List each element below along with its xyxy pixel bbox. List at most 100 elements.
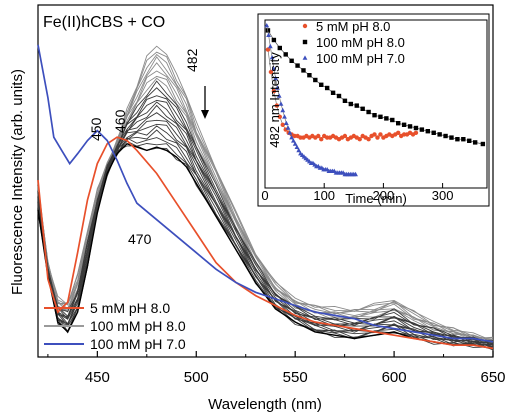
inset-point-5mm — [378, 132, 383, 137]
inset-point-5mm — [413, 130, 419, 135]
inset-point-100mm-ph8 — [407, 124, 413, 129]
series-100mm-ph8-trace — [37, 56, 494, 339]
main-x-tick-label: 450 — [85, 369, 110, 386]
inset-point-5mm — [375, 135, 380, 140]
inset-point-100mm-ph8 — [336, 93, 342, 99]
inset-point-100mm-ph8 — [449, 135, 454, 140]
series-100mm-ph8-trace — [37, 87, 494, 345]
inset-point-100mm-ph7 — [280, 107, 286, 113]
inset-point-100mm-ph7 — [289, 135, 295, 140]
inset-point-100mm-ph8 — [372, 113, 377, 118]
inset-legend-marker — [302, 55, 308, 60]
inset-panel — [257, 13, 490, 207]
inset-point-100mm-ph7 — [276, 93, 282, 98]
series-100mm-ph7-line — [37, 44, 494, 343]
legend-label-100mm-ph8: 100 mM pH 8.0 — [90, 318, 186, 334]
inset-point-100mm-ph8 — [307, 73, 312, 78]
isosbestic-label-470: 470 — [128, 231, 152, 247]
main-y-axis-label: Fluorescence Intensity (arb. units) — [9, 69, 26, 295]
inset-point-100mm-ph8 — [480, 141, 486, 147]
inset-point-100mm-ph7 — [264, 23, 270, 28]
inset-point-100mm-ph7 — [275, 85, 280, 90]
series-100mm-ph8-trace — [37, 104, 494, 345]
inset-x-tick-label: 300 — [432, 188, 454, 203]
inset-point-100mm-ph8 — [461, 137, 466, 142]
inset-point-100mm-ph8 — [443, 133, 448, 139]
inset-x-axis-label: Time (min) — [345, 191, 407, 206]
inset-point-100mm-ph7 — [266, 32, 271, 37]
inset-point-100mm-ph8 — [390, 117, 395, 123]
inset-point-100mm-ph7 — [294, 144, 300, 149]
inset-point-5mm — [372, 132, 377, 137]
inset-point-100mm-ph7 — [283, 120, 289, 125]
inset-point-5mm — [319, 137, 324, 142]
inset-point-100mm-ph7 — [292, 141, 298, 146]
inset-point-100mm-ph8 — [396, 121, 401, 126]
series-100mm-ph8-trace — [37, 80, 494, 342]
inset-point-5mm — [396, 130, 401, 135]
main-x-tick-label: 600 — [382, 369, 407, 386]
inset-x-tick-label: 200 — [373, 188, 395, 203]
peak-label-460: 460 — [112, 109, 128, 133]
main-x-tick-label: 650 — [480, 369, 505, 386]
inset-point-100mm-ph8 — [431, 130, 436, 135]
legend-label-100mm-ph7: 100 mM pH 7.0 — [90, 336, 186, 352]
inset-point-100mm-ph8 — [313, 77, 318, 83]
decrease-arrow-head — [201, 110, 209, 119]
inset-point-5mm — [280, 122, 285, 128]
inset-point-100mm-ph8 — [330, 90, 336, 95]
inset-point-100mm-ph8 — [348, 101, 354, 107]
inset-point-100mm-ph8 — [324, 85, 330, 91]
inset-legend-label-100mm-ph8: 100 mM pH 8.0 — [316, 35, 405, 50]
inset-legend-marker — [302, 23, 308, 29]
inset-point-100mm-ph8 — [319, 82, 324, 87]
inset-point-100mm-ph7 — [353, 171, 358, 177]
inset-point-5mm — [366, 137, 371, 142]
inset-point-100mm-ph7 — [282, 114, 287, 119]
series-100mm-ph8-final — [37, 142, 494, 350]
inset-point-100mm-ph8 — [378, 114, 383, 119]
main-legend: 5 mM pH 8.0 100 mM pH 8.0 100 mM pH 7.0 — [44, 300, 186, 352]
inset-x-tick-label: 100 — [313, 188, 335, 203]
inset-point-100mm-ph8 — [413, 125, 419, 131]
peak-label-482: 482 — [184, 48, 200, 72]
inset-legend: 5 mM pH 8.0 100 mM pH 8.0 100 mM pH 7.0 — [302, 19, 405, 66]
inset-point-5mm — [268, 69, 274, 75]
inset-point-100mm-ph7 — [271, 66, 277, 71]
inset-point-100mm-ph8 — [366, 109, 371, 115]
inset-point-100mm-ph8 — [342, 98, 348, 103]
inset-point-100mm-ph7 — [267, 43, 273, 49]
inset-point-5mm — [277, 114, 282, 120]
inset-point-100mm-ph8 — [425, 129, 430, 134]
inset-point-100mm-ph8 — [401, 122, 407, 127]
inset-legend-marker — [302, 39, 308, 45]
main-x-ticks: 450 500 550 600 650 — [47, 351, 506, 386]
inset-x-ticks: 0 100 200 300 — [261, 183, 453, 203]
inset-point-100mm-ph7 — [269, 55, 275, 60]
inset-point-100mm-ph7 — [273, 75, 279, 81]
inset-point-100mm-ph8 — [289, 58, 294, 63]
inset-point-5mm — [274, 103, 280, 108]
inset-point-100mm-ph7 — [291, 138, 296, 143]
inset-point-100mm-ph8 — [301, 68, 306, 73]
series-100mm-ph8-trace — [37, 112, 494, 348]
inset-legend-label-5mm: 5 mM pH 8.0 — [316, 19, 390, 34]
inset-point-100mm-ph8 — [283, 52, 288, 57]
series-5mm-ph8-line — [37, 136, 494, 350]
inset-x-tick-label: 0 — [261, 188, 268, 203]
inset-point-100mm-ph8 — [271, 37, 277, 43]
inset-point-100mm-ph8 — [467, 138, 472, 143]
inset-point-100mm-ph7 — [278, 101, 284, 106]
inset-point-5mm — [265, 47, 271, 52]
inset-point-100mm-ph7 — [287, 130, 293, 135]
inset-point-100mm-ph8 — [360, 106, 365, 111]
inset-point-100mm-ph8 — [354, 103, 359, 108]
inset-legend-label-100mm-ph7: 100 mM pH 7.0 — [316, 51, 405, 66]
main-title: Fe(II)hCBS + CO — [43, 14, 165, 31]
inset-point-100mm-ph8 — [455, 137, 460, 142]
inset-point-5mm — [316, 133, 321, 139]
main-x-axis-label: Wavelength (nm) — [208, 396, 322, 413]
series-100mm-ph8-trace — [37, 45, 494, 342]
inset-point-100mm-ph8 — [437, 132, 442, 137]
legend-label-5mm: 5 mM pH 8.0 — [90, 300, 170, 316]
